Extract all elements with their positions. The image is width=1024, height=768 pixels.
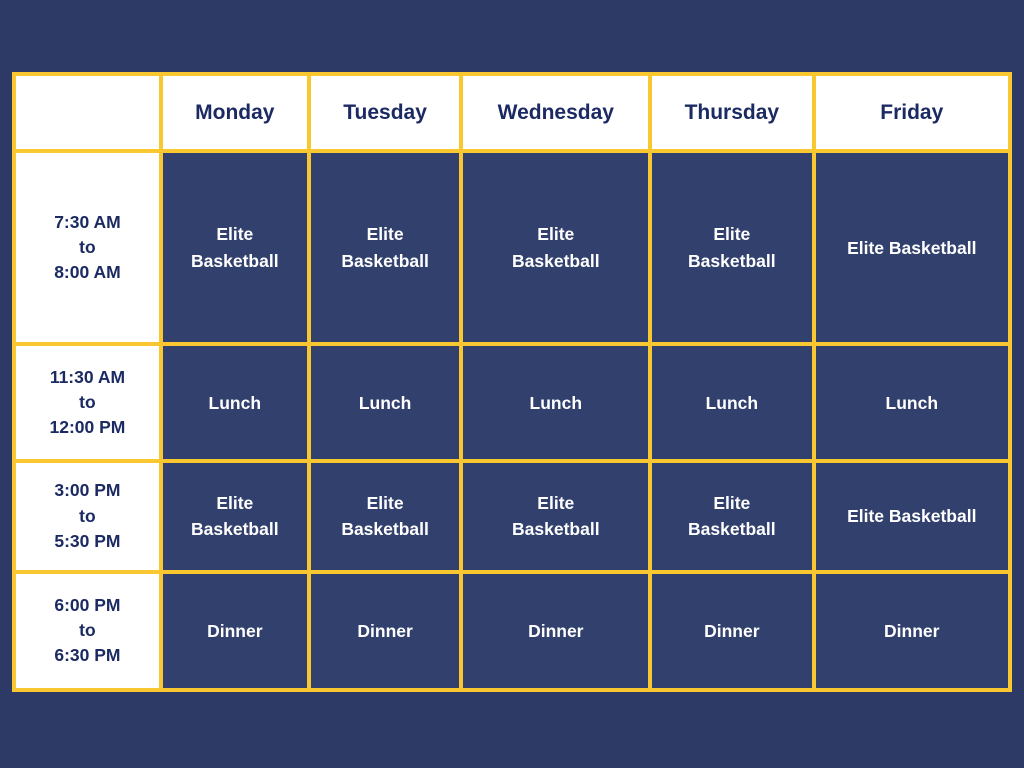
- activity-cell-row2-thursday: Lunch: [652, 346, 812, 459]
- activity-cell-row3-wednesday: Elite Basketball: [463, 462, 649, 570]
- activity-cell-row1-thursday: Elite Basketball: [652, 153, 812, 343]
- activity-cell-row1-monday: Elite Basketball: [162, 153, 307, 343]
- day-header-tuesday: Tuesday: [310, 76, 460, 150]
- corner-cell: [16, 76, 159, 150]
- day-header-friday: Friday: [815, 76, 1008, 150]
- day-header-wednesday: Wednesday: [463, 76, 649, 150]
- time-cell-row2: 11:30 AM to 12:00 PM: [16, 346, 159, 459]
- activity-cell-row3-thursday: Elite Basketball: [652, 462, 812, 570]
- activity-cell-row2-tuesday: Lunch: [310, 346, 460, 459]
- day-header-thursday: Thursday: [652, 76, 812, 150]
- time-cell-row4: 6:00 PM to 6:30 PM: [16, 573, 159, 688]
- time-cell-row1: 7:30 AM to 8:00 AM: [16, 153, 159, 343]
- activity-cell-row3-friday: Elite Basketball: [815, 462, 1008, 570]
- time-cell-row3: 3:00 PM to 5:30 PM: [16, 462, 159, 570]
- schedule-table: Monday Tuesday Wednesday Thursday Friday…: [12, 72, 1012, 692]
- activity-cell-row4-wednesday: Dinner: [463, 573, 649, 688]
- activity-cell-row1-tuesday: Elite Basketball: [310, 153, 460, 343]
- activity-cell-row1-friday: Elite Basketball: [815, 153, 1008, 343]
- activity-cell-row3-tuesday: Elite Basketball: [310, 462, 460, 570]
- activity-cell-row4-thursday: Dinner: [652, 573, 812, 688]
- day-header-monday: Monday: [162, 76, 307, 150]
- activity-cell-row2-wednesday: Lunch: [463, 346, 649, 459]
- activity-cell-row4-friday: Dinner: [815, 573, 1008, 688]
- activity-cell-row4-tuesday: Dinner: [310, 573, 460, 688]
- activity-cell-row4-monday: Dinner: [162, 573, 307, 688]
- activity-cell-row1-wednesday: Elite Basketball: [463, 153, 649, 343]
- activity-cell-row2-monday: Lunch: [162, 346, 307, 459]
- activity-cell-row3-monday: Elite Basketball: [162, 462, 307, 570]
- activity-cell-row2-friday: Lunch: [815, 346, 1008, 459]
